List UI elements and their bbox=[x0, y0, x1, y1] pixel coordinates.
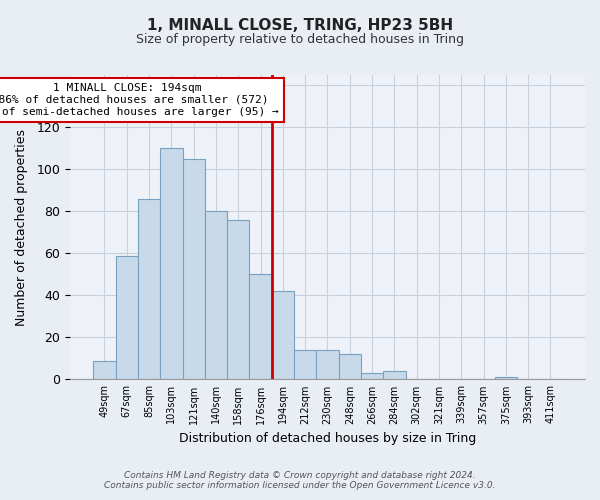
Bar bbox=[205, 212, 227, 380]
Bar bbox=[383, 371, 406, 380]
Bar bbox=[294, 350, 316, 380]
Bar bbox=[227, 220, 250, 380]
Text: 1, MINALL CLOSE, TRING, HP23 5BH: 1, MINALL CLOSE, TRING, HP23 5BH bbox=[147, 18, 453, 32]
Text: 1 MINALL CLOSE: 194sqm
← 86% of detached houses are smaller (572)
14% of semi-de: 1 MINALL CLOSE: 194sqm ← 86% of detached… bbox=[0, 84, 278, 116]
Y-axis label: Number of detached properties: Number of detached properties bbox=[15, 128, 28, 326]
Bar bbox=[160, 148, 182, 380]
Bar bbox=[361, 373, 383, 380]
X-axis label: Distribution of detached houses by size in Tring: Distribution of detached houses by size … bbox=[179, 432, 476, 445]
Bar bbox=[250, 274, 272, 380]
Bar bbox=[338, 354, 361, 380]
Bar bbox=[94, 360, 116, 380]
Bar bbox=[272, 292, 294, 380]
Text: Size of property relative to detached houses in Tring: Size of property relative to detached ho… bbox=[136, 32, 464, 46]
Bar bbox=[182, 159, 205, 380]
Bar bbox=[316, 350, 338, 380]
Bar bbox=[138, 199, 160, 380]
Text: Contains HM Land Registry data © Crown copyright and database right 2024.
Contai: Contains HM Land Registry data © Crown c… bbox=[104, 470, 496, 490]
Bar bbox=[494, 378, 517, 380]
Bar bbox=[116, 256, 138, 380]
